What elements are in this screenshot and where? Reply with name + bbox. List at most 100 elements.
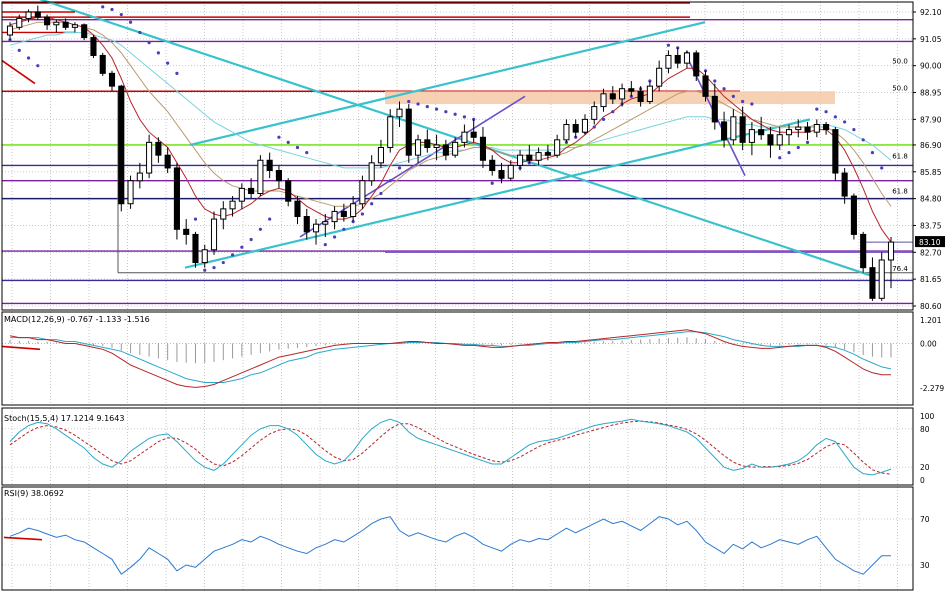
candle-down xyxy=(860,233,867,269)
candle-up xyxy=(730,116,737,141)
fib-label: 61.8 xyxy=(892,152,908,160)
sar-dot xyxy=(833,115,837,119)
price-axis: 92.10 91.05 90.00 88.95 87.90 86.90 85.85 84.80… xyxy=(913,8,945,570)
candle-up xyxy=(359,180,366,205)
stoch-title: Stoch(15,5,4) 17.1214 9.1643 xyxy=(4,414,124,423)
candle-down xyxy=(173,167,180,230)
sar-dot xyxy=(138,30,142,35)
candle-up xyxy=(16,17,23,28)
candle-up xyxy=(776,134,783,146)
sar-dot xyxy=(388,179,392,183)
candle-down xyxy=(266,159,273,172)
candle-down xyxy=(99,54,106,74)
sar-dot xyxy=(787,151,791,155)
sar-dot xyxy=(425,104,429,109)
panel-frame-rsi xyxy=(1,486,914,591)
panel-frame-macd xyxy=(1,311,914,406)
candle-down xyxy=(739,116,746,143)
sar-dot xyxy=(36,64,40,68)
sar-dot xyxy=(861,138,865,142)
price-tick-label: 83.75 xyxy=(920,221,942,230)
sar-dot xyxy=(295,145,300,150)
rsi-title: RSI(9) 38.0692 xyxy=(4,489,64,498)
candle-down xyxy=(303,216,310,233)
sar-dot xyxy=(453,112,457,116)
sar-dot xyxy=(843,120,847,124)
sar-dot xyxy=(26,56,31,60)
candle-up xyxy=(619,88,626,100)
sar-dot xyxy=(119,12,123,17)
sar-dot xyxy=(221,260,225,265)
ma-mid-line xyxy=(9,21,892,207)
candle-down xyxy=(108,72,116,87)
sar-dot xyxy=(434,107,439,111)
sar-dot xyxy=(805,140,810,144)
rsi-red-marker xyxy=(3,536,43,541)
sar-dot xyxy=(249,237,253,242)
candle-up xyxy=(377,146,384,164)
candle-up xyxy=(507,164,514,179)
sar-dot xyxy=(407,99,411,104)
sar-dot xyxy=(379,191,383,196)
sar-dot xyxy=(110,7,114,12)
candle-up xyxy=(748,129,755,143)
candle-up xyxy=(554,139,561,156)
candle-up xyxy=(136,172,143,182)
sar-dot xyxy=(258,227,262,231)
candle-down xyxy=(498,170,505,179)
candle-down xyxy=(637,90,644,102)
candle-down xyxy=(609,93,616,100)
candle-down xyxy=(294,200,301,218)
candle-up xyxy=(563,123,570,141)
candle-up xyxy=(220,208,227,220)
sar-dot xyxy=(305,151,309,155)
candle-down xyxy=(702,75,709,97)
candle-down xyxy=(442,144,449,156)
candle-up xyxy=(127,180,134,205)
candle-down xyxy=(526,154,533,161)
candle-down xyxy=(62,21,69,28)
candle-up xyxy=(535,152,542,161)
stoch-d-line xyxy=(9,420,892,475)
candle-down xyxy=(489,159,496,172)
candle-up xyxy=(396,108,403,118)
macd-line xyxy=(9,329,891,388)
fib-label: 50.0 xyxy=(892,85,908,93)
sar-dot xyxy=(166,61,170,65)
sar-dot xyxy=(462,115,467,119)
sar-dot xyxy=(824,110,828,114)
candle-down xyxy=(628,88,635,92)
sar-dot xyxy=(277,135,281,139)
stoch-tick-label: 100 xyxy=(920,412,935,421)
macd-tick-label: 0.00 xyxy=(920,339,937,348)
candle-down xyxy=(674,54,681,64)
sar-dot xyxy=(490,181,494,185)
sar-dot xyxy=(268,217,272,221)
sar-dot xyxy=(203,268,207,272)
candle-down xyxy=(693,52,700,77)
sar-dot xyxy=(212,266,216,270)
sar-dot xyxy=(193,217,198,221)
sar-dot xyxy=(342,227,346,231)
candle-down xyxy=(405,108,412,156)
candle-down xyxy=(832,129,839,174)
candle-down xyxy=(823,123,830,131)
candle-down xyxy=(711,95,718,123)
price-tick-label: 84.80 xyxy=(920,195,942,204)
stoch-tick-label: 20 xyxy=(920,463,930,472)
fib-label: 61.8 xyxy=(892,188,908,196)
sar-dot xyxy=(101,5,105,9)
red-short-line xyxy=(1,59,36,85)
candle-up xyxy=(461,131,468,143)
candle-up xyxy=(813,123,820,133)
candle-down xyxy=(850,195,857,235)
sar-dot xyxy=(722,87,726,91)
candle-up xyxy=(665,54,672,69)
sar-dot xyxy=(240,245,244,249)
candle-up xyxy=(201,249,208,264)
candle-down xyxy=(424,139,431,148)
sar-dot xyxy=(852,128,856,132)
candle-down xyxy=(248,187,255,195)
sar-dot xyxy=(416,102,420,106)
candle-up xyxy=(517,154,524,166)
